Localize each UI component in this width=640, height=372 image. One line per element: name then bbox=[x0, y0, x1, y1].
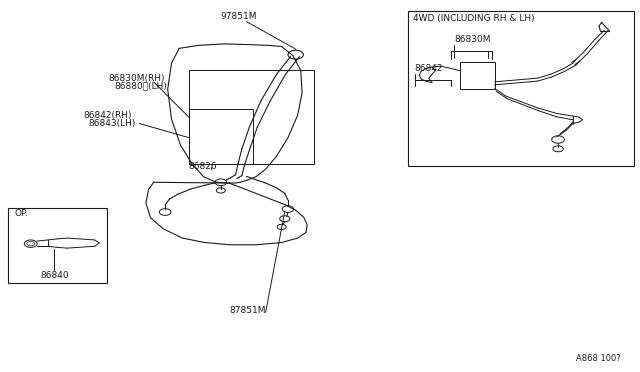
Bar bbox=[189, 109, 253, 164]
Text: 86826: 86826 bbox=[189, 162, 218, 171]
Bar bbox=[460, 62, 495, 89]
Text: A868 100?: A868 100? bbox=[576, 354, 621, 363]
Text: OP.: OP. bbox=[14, 209, 28, 218]
Bar bbox=[189, 70, 314, 164]
Text: 86842: 86842 bbox=[415, 64, 444, 73]
Text: 86880　(LH): 86880 (LH) bbox=[114, 82, 167, 91]
Text: 86830M: 86830M bbox=[454, 35, 491, 44]
Text: 87851M: 87851M bbox=[229, 307, 266, 315]
Text: 4WD (INCLUDING RH & LH): 4WD (INCLUDING RH & LH) bbox=[413, 14, 535, 23]
Text: 86830M(RH): 86830M(RH) bbox=[109, 74, 165, 83]
Text: 86842(RH): 86842(RH) bbox=[83, 111, 132, 120]
Bar bbox=[8, 208, 107, 283]
Bar bbox=[408, 11, 634, 166]
Text: 97851M: 97851M bbox=[221, 12, 257, 21]
Text: 86843(LH): 86843(LH) bbox=[88, 119, 136, 128]
Text: 86840: 86840 bbox=[40, 271, 68, 280]
